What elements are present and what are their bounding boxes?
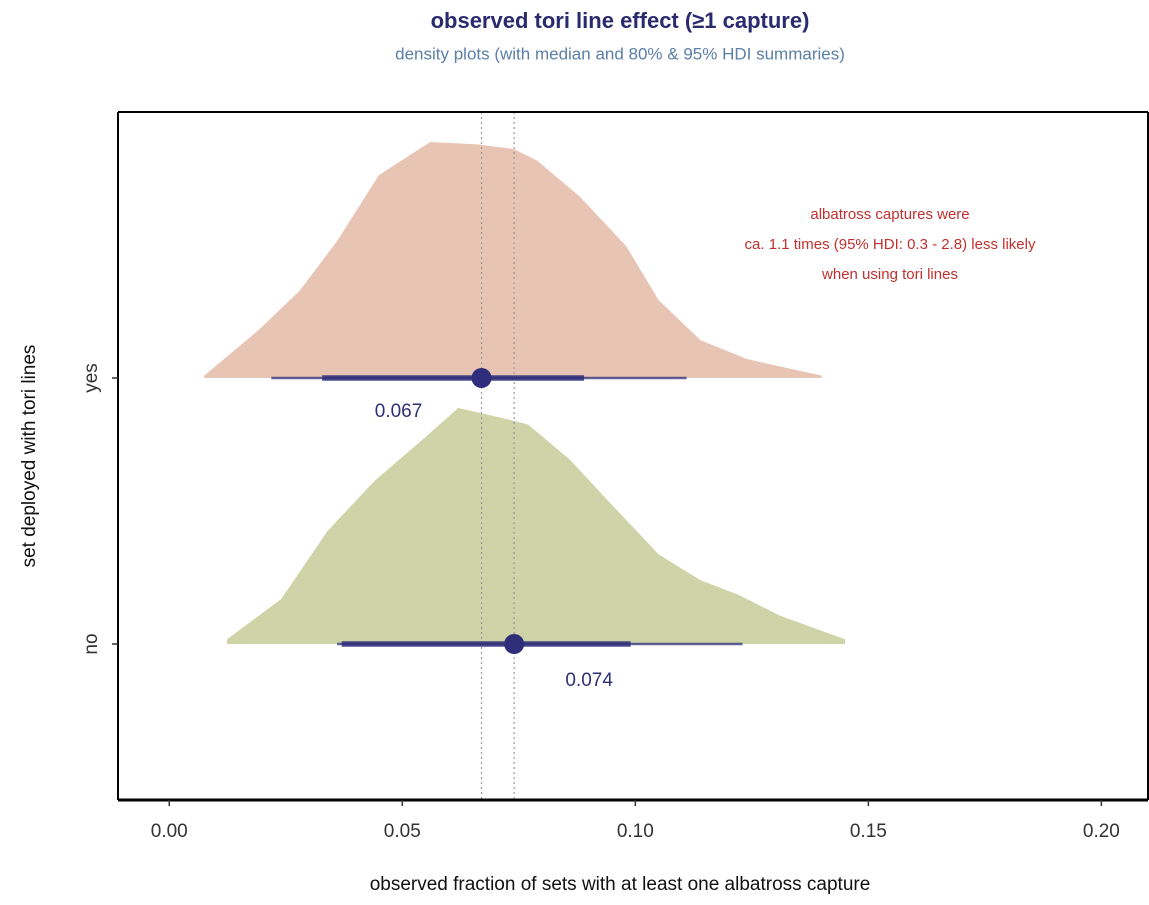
x-tick-label: 0.20 xyxy=(1083,821,1120,842)
y-axis-label: set deployed with tori lines xyxy=(19,345,40,568)
x-tick-label: 0.15 xyxy=(850,821,887,842)
y-tick-label: no xyxy=(81,633,102,654)
median-label: 0.067 xyxy=(375,401,423,422)
x-tick-label: 0.10 xyxy=(617,821,654,842)
annotation: albatross captures were ca. 1.1 times (9… xyxy=(745,206,1036,283)
x-tick-label: 0.05 xyxy=(384,821,421,842)
y-tick-label: yes xyxy=(81,363,102,393)
chart-title: observed tori line effect (≥1 capture) xyxy=(431,8,810,33)
x-axis-label: observed fraction of sets with at least … xyxy=(370,874,871,895)
median-label: 0.074 xyxy=(565,670,613,691)
median-point xyxy=(471,368,492,388)
annotation-line: albatross captures were xyxy=(810,206,969,223)
annotation-line: when using tori lines xyxy=(821,266,958,283)
chart-subtitle: density plots (with median and 80% & 95%… xyxy=(395,44,845,63)
median-point xyxy=(504,634,525,654)
x-tick-label: 0.00 xyxy=(151,821,188,842)
annotation-line: ca. 1.1 times (95% HDI: 0.3 - 2.8) less … xyxy=(745,236,1036,253)
density-area xyxy=(227,408,846,644)
density-area xyxy=(204,142,822,378)
